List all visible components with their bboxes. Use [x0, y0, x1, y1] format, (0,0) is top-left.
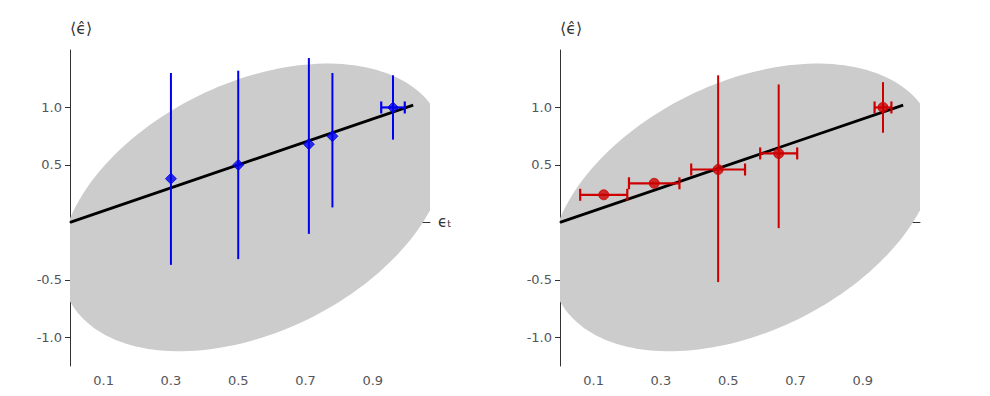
svg-text:0.7: 0.7 — [295, 373, 316, 388]
svg-text:0.5: 0.5 — [531, 157, 552, 172]
svg-text:0.7: 0.7 — [785, 373, 806, 388]
svg-text:0.1: 0.1 — [93, 373, 114, 388]
svg-text:-1.0: -1.0 — [37, 330, 62, 345]
svg-text:0.5: 0.5 — [718, 373, 739, 388]
svg-text:-0.5: -0.5 — [527, 272, 552, 287]
svg-text:-1.0: -1.0 — [527, 330, 552, 345]
svg-text:0.3: 0.3 — [161, 373, 182, 388]
svg-text:0.3: 0.3 — [651, 373, 672, 388]
svg-text:0.9: 0.9 — [852, 373, 873, 388]
svg-text:0.5: 0.5 — [228, 373, 249, 388]
svg-text:⟨ϵ̂⟩: ⟨ϵ̂⟩ — [560, 19, 582, 38]
svg-text:1.0: 1.0 — [531, 100, 552, 115]
svg-text:0.5: 0.5 — [41, 157, 62, 172]
svg-text:ϵₜ: ϵₜ — [438, 213, 452, 231]
svg-text:0.9: 0.9 — [362, 373, 383, 388]
svg-text:1.0: 1.0 — [41, 100, 62, 115]
svg-text:-0.5: -0.5 — [37, 272, 62, 287]
svg-text:⟨ϵ̂⟩: ⟨ϵ̂⟩ — [70, 19, 92, 38]
svg-text:0.1: 0.1 — [583, 373, 604, 388]
